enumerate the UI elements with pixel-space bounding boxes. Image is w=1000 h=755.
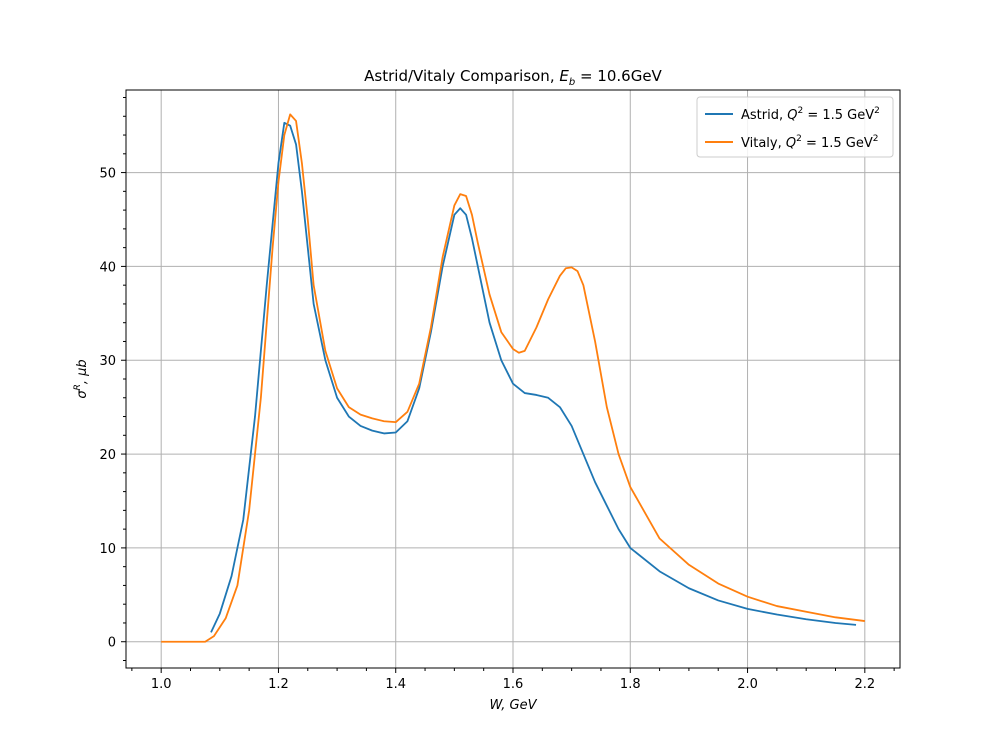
y-tick-label: 30 bbox=[99, 354, 116, 369]
axis-ticks: 1.0 1.2 1.4 1.6 1.8 2.0 2.2 0 10 20 30 40 50 bbox=[99, 97, 895, 692]
x-tick-label: 1.8 bbox=[620, 677, 641, 692]
legend-label-mid: = 1.5 GeV bbox=[802, 136, 873, 151]
grid bbox=[126, 90, 900, 668]
legend-label-prefix: Vitaly, bbox=[741, 136, 786, 151]
chart-title-group: Astrid/Vitaly Comparison, Eb = 10.6GeV W,… bbox=[73, 67, 663, 713]
y-title-superscript: R bbox=[73, 384, 83, 390]
x-tick-label: 1.6 bbox=[503, 677, 524, 692]
x-tick-label: 1.2 bbox=[268, 677, 289, 692]
x-tick-label: 1.4 bbox=[385, 677, 406, 692]
series-line-vitaly bbox=[161, 113, 865, 643]
chart-title: Astrid/Vitaly Comparison, Eb = 10.6GeV bbox=[364, 67, 662, 88]
legend-label-superscript: 2 bbox=[796, 134, 802, 144]
title-subscript: b bbox=[569, 77, 575, 88]
y-tick-label: 10 bbox=[99, 542, 116, 557]
y-tick-label: 0 bbox=[108, 636, 116, 651]
y-tick-label: 50 bbox=[99, 167, 116, 182]
legend-label-symbol: Q bbox=[787, 108, 797, 123]
legend-label-superscript-2: 2 bbox=[873, 134, 879, 144]
legend-label-mid: = 1.5 GeV bbox=[803, 108, 874, 123]
series-line-astrid bbox=[210, 121, 857, 633]
legend-label-superscript: 2 bbox=[797, 106, 803, 116]
title-symbol: E bbox=[559, 67, 569, 85]
legend-label-vitaly: Vitaly, Q2 = 1.5 GeV2 bbox=[741, 134, 879, 151]
legend-label-astrid: Astrid, Q2 = 1.5 GeV2 bbox=[741, 106, 880, 123]
x-tick-label: 1.0 bbox=[151, 677, 172, 692]
y-title-symbol: σ bbox=[75, 390, 90, 399]
legend-label-prefix: Astrid, bbox=[741, 108, 787, 123]
y-axis-title: σR, μb bbox=[73, 359, 90, 398]
legend-label-superscript-2: 2 bbox=[874, 106, 880, 116]
x-tick-label: 2.0 bbox=[737, 677, 758, 692]
y-title-suffix: , μb bbox=[75, 359, 90, 384]
x-tick-label: 2.2 bbox=[854, 677, 875, 692]
y-tick-label: 20 bbox=[99, 448, 116, 463]
x-axis-title: W, GeV bbox=[489, 698, 537, 713]
y-tick-label: 40 bbox=[99, 260, 116, 275]
legend-label-symbol: Q bbox=[786, 136, 796, 151]
legend-box bbox=[696, 96, 894, 158]
title-suffix: = 10.6GeV bbox=[575, 67, 662, 85]
title-prefix: Astrid/Vitaly Comparison, bbox=[364, 67, 559, 85]
plot-lines bbox=[161, 113, 865, 643]
